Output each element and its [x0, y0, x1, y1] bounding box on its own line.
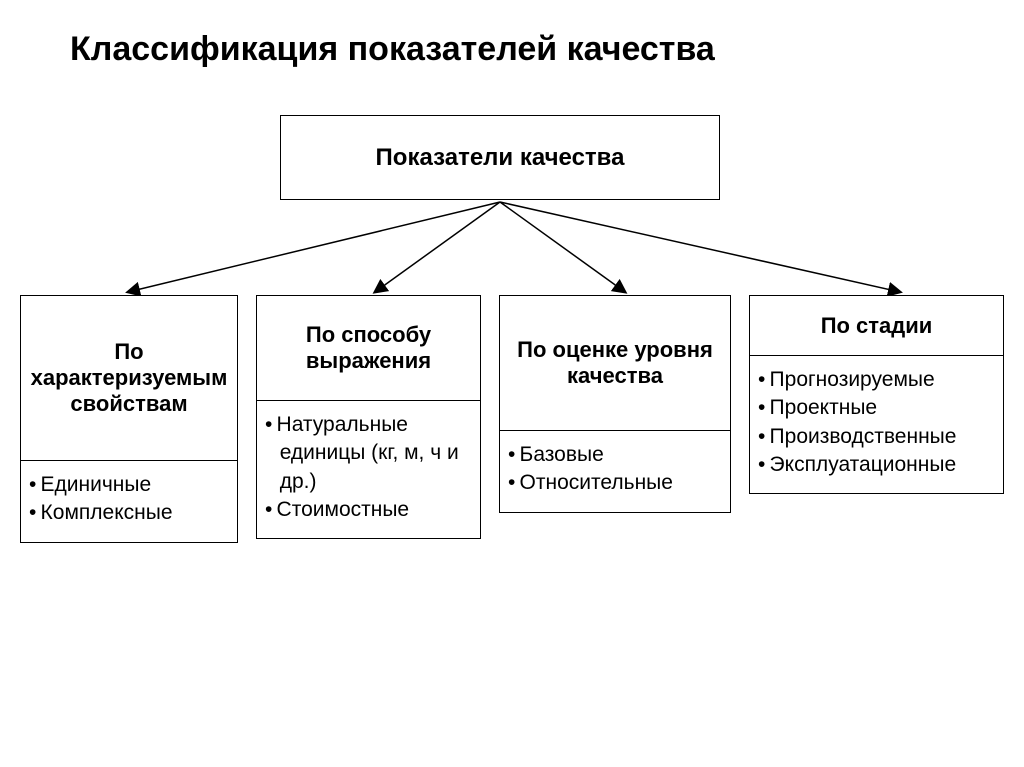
list-item: Комплексные [29, 499, 229, 527]
branch-stage: По стадии Прогнозируемые Проектные Произ… [749, 295, 1004, 494]
page-title: Классификация показателей качества [70, 30, 715, 69]
branch-body: Прогнозируемые Проектные Производственны… [750, 356, 1003, 493]
list-item: Единичные [29, 471, 229, 499]
list-item: Проектные [758, 394, 995, 422]
branch-heading: По характеризуемым свойствам [21, 296, 237, 461]
list-item: Стоимостные [265, 496, 472, 524]
branch-body: Базовые Относительные [500, 431, 730, 512]
branch-properties: По характеризуемым свойствам Единичные К… [20, 295, 238, 543]
branch-heading: По способу выражения [257, 296, 480, 401]
branch-heading: По стадии [750, 296, 1003, 356]
list-item: Прогнозируемые [758, 366, 995, 394]
list-item: Производственные [758, 423, 995, 451]
branch-heading: По оценке уровня качества [500, 296, 730, 431]
branches-row: По характеризуемым свойствам Единичные К… [20, 295, 1005, 543]
branch-body: Единичные Комплексные [21, 461, 237, 542]
root-node: Показатели качества [280, 115, 720, 200]
connector-arrows [0, 200, 1024, 300]
branch-expression: По способу выражения Натуральные единицы… [256, 295, 481, 539]
list-item: Базовые [508, 441, 722, 469]
list-item: Относительные [508, 469, 722, 497]
branch-body: Натуральные единицы (кг, м, ч и др.) Сто… [257, 401, 480, 538]
root-label: Показатели качества [376, 144, 625, 172]
list-item: Натуральные единицы (кг, м, ч и др.) [265, 411, 472, 496]
branch-evaluation: По оценке уровня качества Базовые Относи… [499, 295, 731, 513]
list-item: Эксплуатационные [758, 451, 995, 479]
